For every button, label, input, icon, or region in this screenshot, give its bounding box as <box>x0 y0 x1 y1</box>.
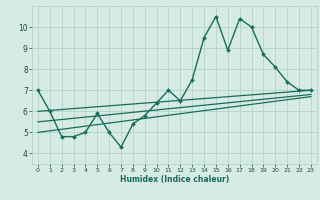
X-axis label: Humidex (Indice chaleur): Humidex (Indice chaleur) <box>120 175 229 184</box>
